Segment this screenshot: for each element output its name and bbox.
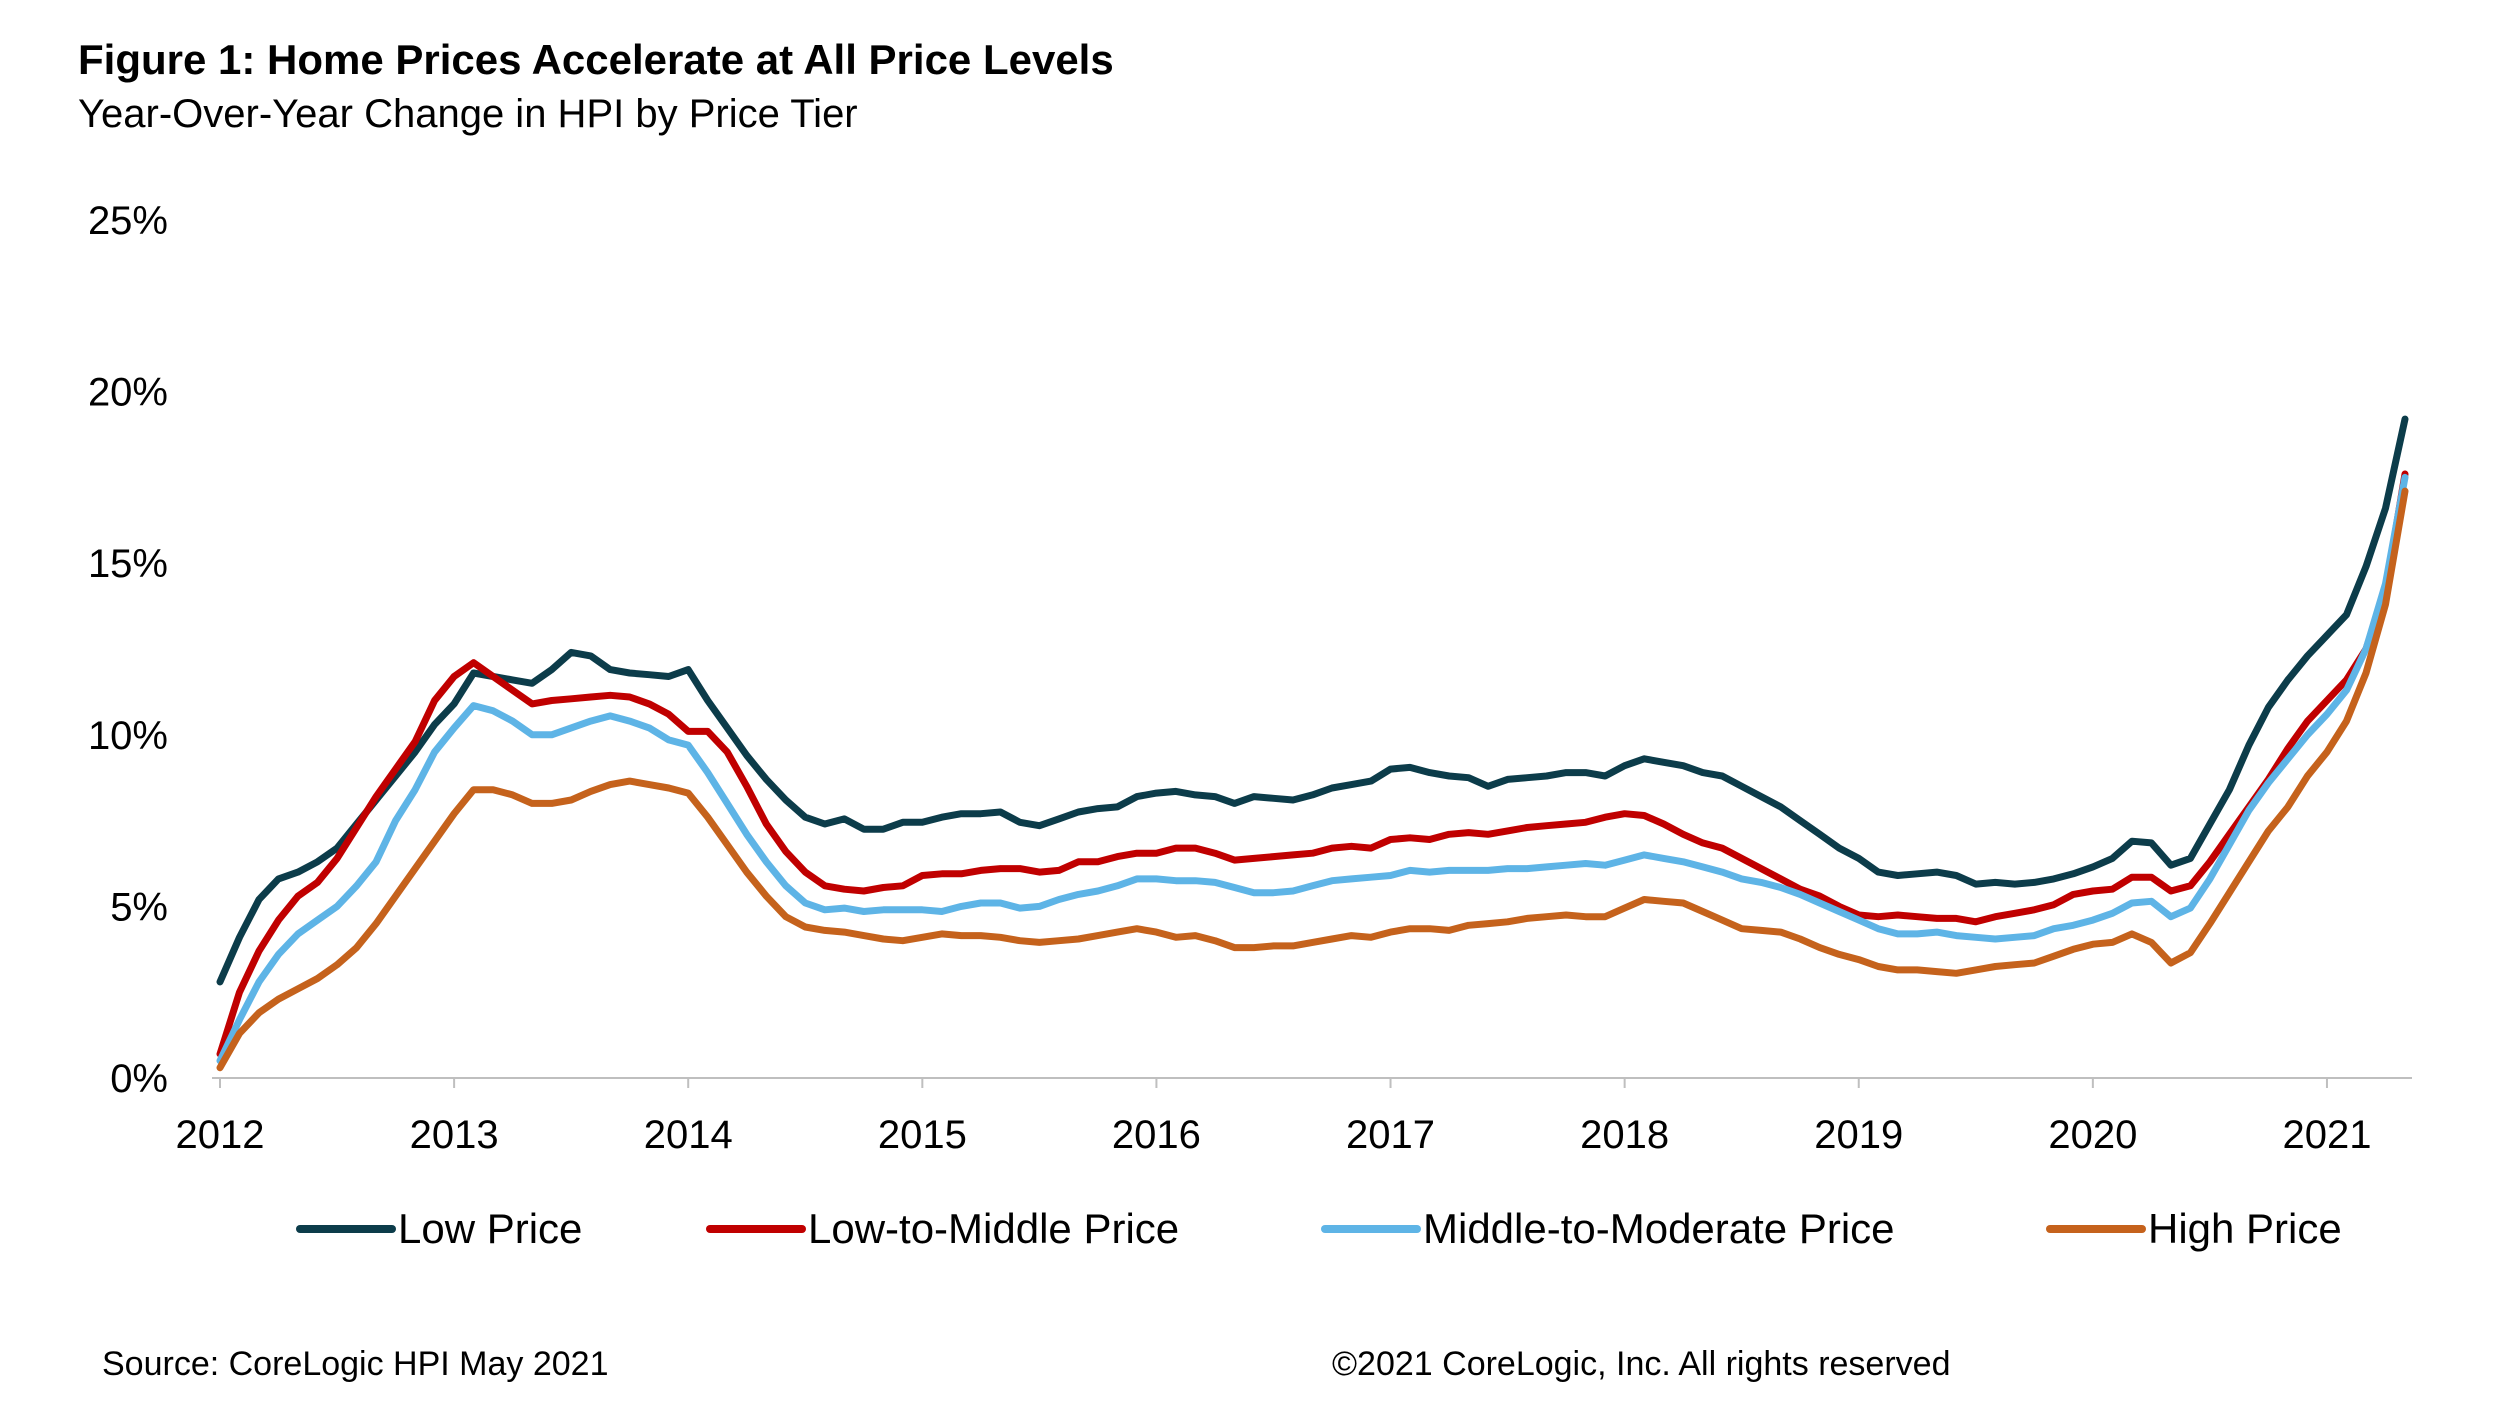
chart-subtitle: Year-Over-Year Change in HPI by Price Ti… <box>78 92 858 136</box>
x-tick-label: 2015 <box>878 1113 967 1157</box>
y-tick-label: 25% <box>88 199 168 243</box>
series-line-middle-to-moderate-price <box>216 473 2409 1065</box>
legend-label-high-price: High Price <box>2148 1205 2342 1252</box>
series-line-high-price <box>216 487 2409 1072</box>
series-line-low-to-middle-price <box>216 470 2409 1058</box>
y-tick-label: 20% <box>88 371 168 415</box>
x-tick-label: 2018 <box>1580 1113 1669 1157</box>
series-line-low-price <box>216 415 2409 986</box>
y-axis-ticks: 0% 5% 10% 15% 20% 25% <box>88 199 168 1101</box>
legend-label-middle-to-moderate-price: Middle-to-Moderate Price <box>1423 1205 1895 1252</box>
x-tick-label: 2016 <box>1112 1113 1201 1157</box>
x-tick-label: 2012 <box>176 1113 265 1157</box>
copyright-note: ©2021 CoreLogic, Inc. All rights reserve… <box>1332 1345 1951 1383</box>
x-tick-label: 2021 <box>2282 1113 2371 1157</box>
x-tick-label: 2020 <box>2048 1113 2137 1157</box>
x-tick-label: 2017 <box>1346 1113 1435 1157</box>
y-tick-label: 15% <box>88 542 168 586</box>
legend-label-low-price: Low Price <box>398 1205 582 1252</box>
x-tick-label: 2019 <box>1814 1113 1903 1157</box>
legend-label-low-to-middle-price: Low-to-Middle Price <box>808 1205 1179 1252</box>
legend: Low Price Low-to-Middle Price Middle-to-Mo… <box>296 1205 2342 1252</box>
y-tick-label: 0% <box>110 1057 168 1101</box>
x-tick-label: 2013 <box>410 1113 499 1157</box>
series-lines <box>216 415 2409 1072</box>
x-axis-ticks: 2012 2013 2014 2015 2016 2017 2018 2019 2020 2021 <box>176 1078 2371 1157</box>
x-tick-label: 2014 <box>644 1113 733 1157</box>
y-tick-label: 5% <box>110 885 168 929</box>
source-note: Source: CoreLogic HPI May 2021 <box>102 1345 609 1383</box>
y-tick-label: 10% <box>88 714 168 758</box>
chart-title: Figure 1: Home Prices Accelerate at All … <box>78 36 1114 83</box>
